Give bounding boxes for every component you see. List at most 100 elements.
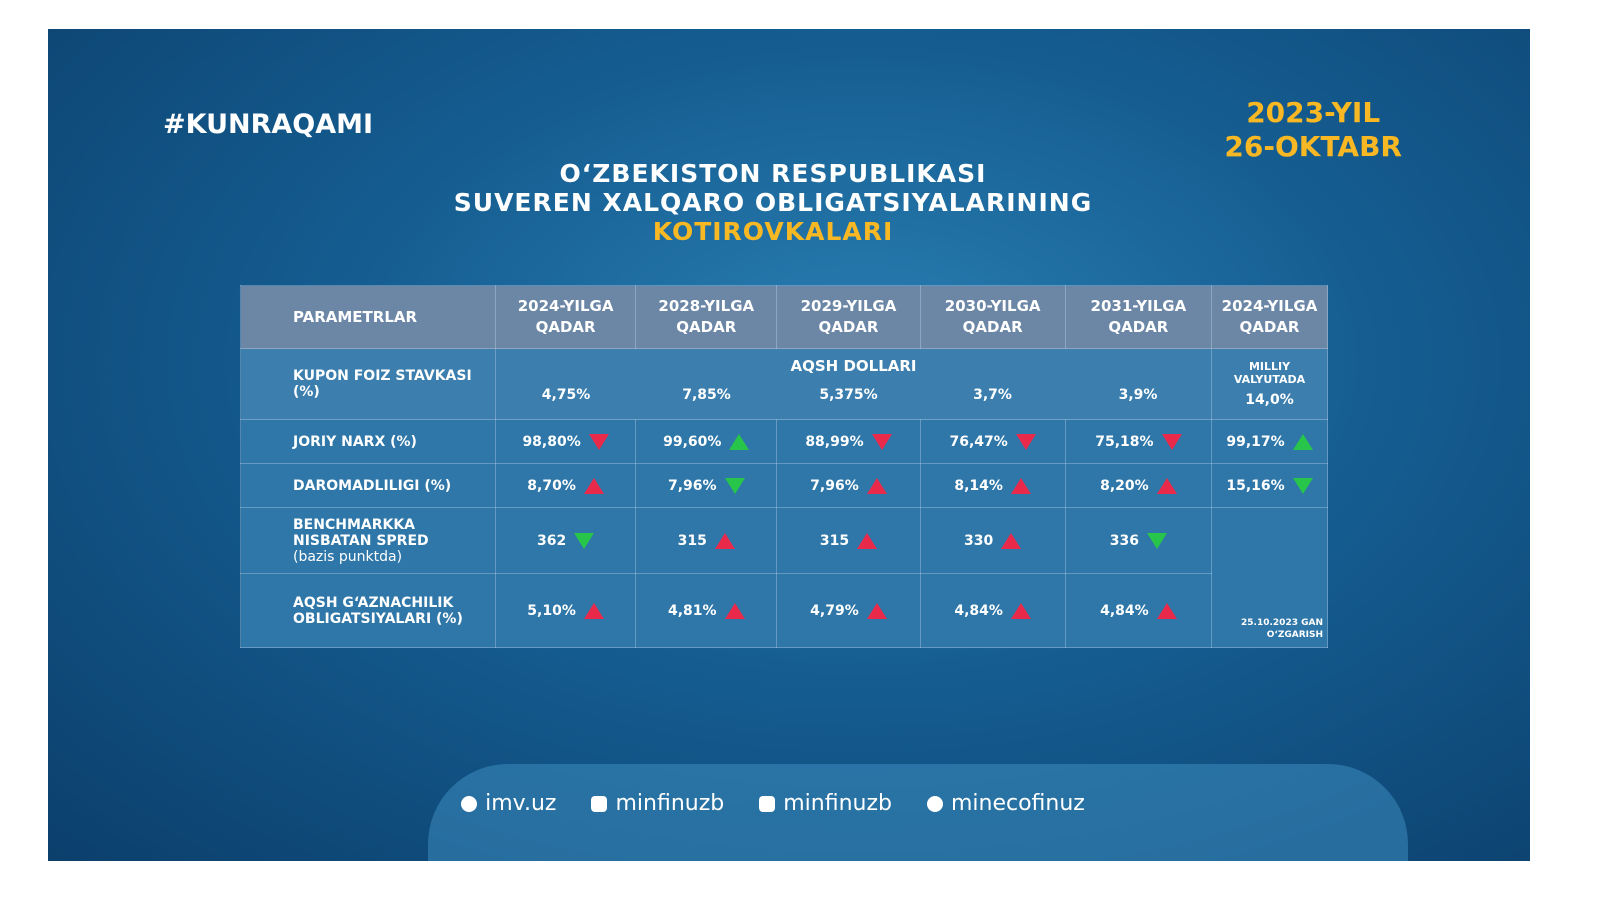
arrow [871,433,892,450]
title-line: O‘ZBEKISTON RESPUBLIKASI [559,159,987,188]
value: 75,18% [1095,433,1154,450]
arrow [583,602,604,619]
text: minfinuzb [783,791,892,816]
cell: 88,99% [776,419,921,464]
arrow [724,477,745,494]
arrow [1010,602,1031,619]
value: 362 [536,532,567,549]
arrow [1156,477,1177,494]
cell: 336 [1064,507,1213,574]
title-line: SUVEREN XALQARO OBLIGATSIYALARINING [453,188,1093,217]
column-header: 2024-YILGA QADAR [1211,285,1328,349]
cell: 14,0% [1245,392,1294,408]
arrow [588,433,609,450]
arrow [1010,477,1031,494]
cell: 7,96% [776,463,921,508]
date-line: 26-OKTABR [1224,130,1402,163]
cell: 7,96% [635,463,778,508]
cell: MILLIY VALYUTADA 14,0% [1211,348,1328,420]
value: 315 [677,532,707,549]
title: O‘ZBEKISTON RESPUBLIKASI SUVEREN XALQARO … [48,159,1498,246]
cell: 7,85% [682,387,731,403]
row-label: DAROMADLILIGI (%) [240,463,496,508]
value: 7,96% [667,477,717,494]
cell: 5,375% [819,387,878,403]
value: 4,84% [1100,602,1149,619]
sublabel: (bazis punktda) [293,548,403,565]
panel: #KUNRAQAMI 2023-YIL 26-OKTABR O‘ZBEKISTON… [48,29,1530,861]
row-label: KUPON FOIZ STAVKASI (%) [240,348,496,420]
column-header: 2031-YILGA QADAR [1064,285,1213,349]
label: BENCHMARKKA NISBATAN SPRED [293,516,429,549]
value: 99,60% [663,433,722,450]
column-header: 2030-YILGA QADAR [919,285,1066,349]
arrow [1156,602,1177,619]
note: 25.10.2023 GAN O‘ZGARISH [1241,618,1323,640]
value: 8,14% [954,477,1003,494]
footer: imv.uz minfinuzb minfinuzb minecofinuz [48,791,1498,816]
value: 76,47% [949,433,1008,450]
cell: 99,17% [1211,419,1328,464]
note-cell: 25.10.2023 GAN O‘ZGARISH [1211,507,1328,648]
cell: 15,16% [1211,463,1328,508]
arrow [1161,433,1182,450]
arrow [866,602,887,619]
value: 4,81% [667,602,717,619]
title-line: KOTIROVKALARI [652,217,894,246]
text: minfinuzb [615,791,725,816]
row-label: JORIY NARX (%) [240,419,496,464]
value: 5,10% [527,602,576,619]
cell: 98,80% [494,419,637,464]
value: 15,16% [1226,477,1285,494]
cell: 5,10% [494,573,637,648]
cell: 75,18% [1064,419,1213,464]
arrow [574,532,595,549]
arrow [857,532,878,549]
arrow [1015,433,1036,450]
cell: 8,70% [494,463,637,508]
cell: 362 [494,507,637,574]
column-header: PARAMETRLAR [240,285,496,349]
row-label: AQSH G‘AZNACHILIK OBLIGATSIYALARI (%) [240,573,496,648]
arrow [1292,477,1313,494]
arrow [714,532,735,549]
link[interactable]: minfinuzb [591,791,724,816]
cell: 99,60% [635,419,778,464]
icon [461,796,478,812]
group-label: AQSH DOLLARI [790,357,917,375]
row-label: BENCHMARKKA NISBATAN SPRED (bazis punktda… [240,507,496,574]
link[interactable]: minfinuzb [759,791,892,816]
table: PARAMETRLAR 2024-YILGA QADAR 2028-YILGA … [240,285,1328,648]
link[interactable]: imv.uz [461,791,556,816]
footer-band [428,764,1408,861]
value: 8,20% [1100,477,1149,494]
cell: 8,20% [1064,463,1213,508]
cell: 76,47% [919,419,1066,464]
arrow [1146,532,1167,549]
text: minecofinuz [950,791,1085,816]
cell: 4,84% [919,573,1066,648]
value: 315 [819,532,850,549]
cell: 3,7% [973,387,1012,403]
cell: 315 [776,507,921,574]
icon [926,796,943,812]
arrow [724,602,745,619]
label: AQSH G‘AZNACHILIK OBLIGATSIYALARI (%) [293,594,463,627]
value: 336 [1109,532,1139,549]
cell: 4,75% [541,387,591,403]
hashtag: #KUNRAQAMI [163,109,374,140]
value: 4,84% [954,602,1003,619]
coupon-group: AQSH DOLLARI 4,75% 7,85% 5,375% 3,7% 3,9… [495,348,1212,420]
column-header: 2028-YILGA QADAR [635,285,778,349]
link[interactable]: minecofinuz [926,791,1085,816]
arrow [729,433,750,450]
column-header: 2029-YILGA QADAR [776,285,921,349]
local-label: MILLIY VALYUTADA [1233,360,1306,386]
value: 330 [964,532,994,549]
value: 98,80% [522,433,581,450]
arrow [583,477,604,494]
date-line: 2023-YIL [1246,96,1381,129]
cell: 4,84% [1064,573,1213,648]
coupon-values: 4,75% 7,85% 5,375% 3,7% 3,9% [496,387,1211,403]
